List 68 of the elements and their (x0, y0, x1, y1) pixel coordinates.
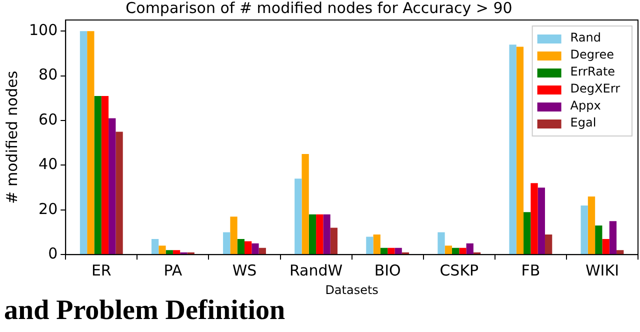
bar (602, 238, 610, 254)
y-tick-label: 0 (48, 244, 58, 262)
x-axis-title: Datasets (325, 282, 378, 297)
bar (530, 183, 538, 254)
bar (366, 236, 374, 254)
x-tick-label: CSKP (440, 261, 479, 280)
bar (452, 248, 460, 254)
bar (509, 44, 516, 254)
bar (101, 96, 109, 254)
legend-label: ErrRate (570, 64, 616, 79)
bar (588, 196, 596, 254)
y-tick-label: 20 (38, 200, 58, 218)
bar (544, 234, 552, 254)
y-tick-label: 80 (38, 66, 58, 84)
y-tick-label: 40 (38, 155, 58, 174)
bar (258, 248, 266, 254)
bar (438, 232, 445, 254)
bar (330, 228, 338, 254)
bar (151, 238, 159, 254)
x-tick-label: WIKI (585, 261, 619, 280)
y-tick-label: 100 (28, 21, 58, 40)
text: and Problem Definition (4, 295, 286, 326)
x-tick-label: FB (521, 261, 540, 280)
bar (380, 248, 388, 254)
bar (616, 250, 624, 254)
bar (388, 248, 395, 254)
bar (580, 205, 588, 254)
bar (237, 238, 244, 254)
bar (323, 214, 330, 254)
bar (394, 248, 402, 254)
bar (308, 214, 316, 254)
legend-label: Egal (570, 116, 596, 130)
bar (87, 31, 94, 254)
y-axis-title: # modified nodes (2, 70, 21, 204)
bar (108, 118, 116, 254)
bar (230, 216, 238, 254)
bar (172, 250, 180, 254)
bar (466, 243, 474, 254)
bar (373, 234, 380, 254)
bar (80, 31, 88, 254)
bar (223, 232, 230, 254)
x-tick-label: PA (164, 261, 183, 280)
bar (524, 212, 531, 254)
x-tick-label: BIO (374, 261, 401, 280)
legend-label: Rand (570, 30, 601, 45)
legend-label: DegXErr (570, 82, 620, 96)
x-tick-label: WS (232, 261, 257, 280)
legend-label: Appx (570, 98, 601, 113)
bar (94, 96, 102, 254)
bar (244, 241, 252, 254)
y-tick-label: 60 (38, 110, 58, 128)
legend-label: Degree (570, 48, 614, 62)
bar (538, 188, 545, 254)
x-tick-label: RandW (289, 261, 343, 280)
bar (459, 248, 466, 254)
bar (609, 221, 617, 254)
bar (158, 246, 166, 254)
bar (252, 243, 259, 254)
chart-title: Comparison of # modified nodes for Accuracy > 90 (126, 0, 512, 17)
bar (516, 46, 524, 254)
x-tick-label: ER (91, 261, 112, 280)
bar (166, 250, 173, 254)
bar (444, 246, 452, 254)
bar (595, 226, 602, 254)
bar (116, 132, 123, 254)
bar (316, 214, 324, 254)
bar (294, 178, 302, 254)
bar (302, 154, 309, 254)
